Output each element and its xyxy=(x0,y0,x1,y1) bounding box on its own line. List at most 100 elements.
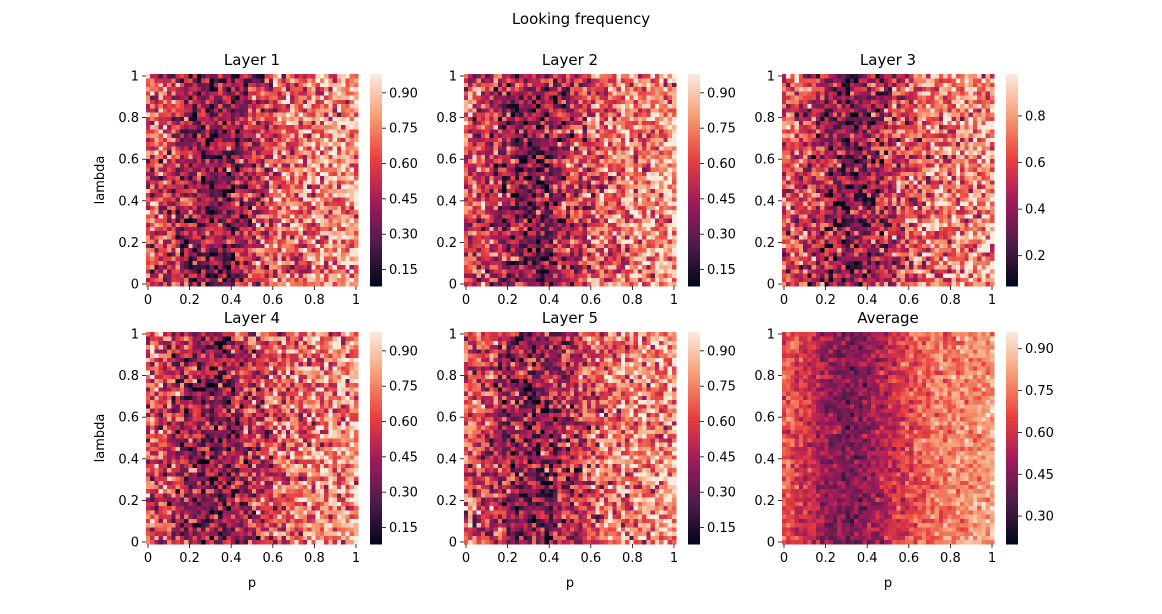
heatmap-cell xyxy=(591,107,596,113)
heatmap-cell xyxy=(561,230,567,236)
heatmap-cell xyxy=(531,201,537,206)
heatmap-cell xyxy=(608,175,613,181)
colorbar-segment xyxy=(370,252,382,255)
heatmap-cell xyxy=(154,188,160,194)
heatmap-cell xyxy=(239,112,244,117)
heatmap-cell xyxy=(544,192,550,198)
heatmap-cell xyxy=(586,90,592,96)
heatmap-cell xyxy=(264,116,270,121)
heatmap-cell xyxy=(510,184,516,189)
heatmap-cell xyxy=(201,95,206,100)
heatmap-cell xyxy=(162,150,168,155)
heatmap-cell xyxy=(591,137,596,143)
heatmap-cell xyxy=(235,226,240,232)
heatmap-cell xyxy=(290,247,295,253)
heatmap-cell xyxy=(235,150,240,155)
heatmap-cell xyxy=(650,175,656,181)
heatmap-cell xyxy=(239,90,244,96)
heatmap-cell xyxy=(353,222,359,227)
heatmap-cell xyxy=(336,120,342,126)
heatmap-cell xyxy=(671,129,677,134)
heatmap-cell xyxy=(218,78,223,83)
heatmap-cell xyxy=(349,116,355,121)
heatmap-cell xyxy=(506,239,511,244)
heatmap-cell xyxy=(510,103,516,109)
heatmap-cell xyxy=(519,150,524,155)
heatmap-cell xyxy=(260,180,266,185)
heatmap-cell xyxy=(230,235,236,240)
heatmap-cell xyxy=(608,247,613,253)
heatmap-cell xyxy=(307,269,312,274)
heatmap-cell xyxy=(205,129,210,134)
heatmap-cell xyxy=(502,167,507,172)
heatmap-cell xyxy=(603,269,609,274)
heatmap-cell xyxy=(553,264,558,270)
heatmap-cell xyxy=(188,264,193,270)
heatmap-cell xyxy=(146,188,151,194)
heatmap-cell xyxy=(502,256,507,261)
heatmap-cell xyxy=(574,273,579,278)
heatmap-cell xyxy=(281,247,287,253)
heatmap-cell xyxy=(175,243,181,249)
heatmap-cell xyxy=(336,247,342,253)
heatmap-cell xyxy=(523,171,528,177)
heatmap-cell xyxy=(146,103,151,109)
heatmap-cell xyxy=(502,264,507,270)
heatmap-cell xyxy=(184,196,189,202)
heatmap-cell xyxy=(196,175,202,181)
heatmap-cell xyxy=(485,273,490,278)
heatmap-cell xyxy=(154,103,160,109)
heatmap-cell xyxy=(519,154,524,160)
heatmap-cell xyxy=(273,239,278,244)
heatmap-cell xyxy=(239,273,244,278)
heatmap-cell xyxy=(353,247,359,253)
heatmap-cell xyxy=(620,277,626,283)
heatmap-cell xyxy=(663,120,668,126)
heatmap-cell xyxy=(642,239,647,244)
heatmap-cell xyxy=(264,184,270,189)
heatmap-cell xyxy=(464,137,469,143)
heatmap-cell xyxy=(201,86,206,92)
heatmap-cell xyxy=(277,205,283,211)
heatmap-cell xyxy=(158,235,164,240)
heatmap-cell xyxy=(582,133,588,138)
heatmap-cell xyxy=(502,129,507,134)
heatmap-cell xyxy=(239,269,244,274)
heatmap-cell xyxy=(599,175,605,181)
heatmap-cell xyxy=(599,277,605,283)
heatmap-cell xyxy=(277,184,283,189)
heatmap-cell xyxy=(595,252,601,257)
heatmap-cell xyxy=(252,260,257,266)
heatmap-cell xyxy=(586,235,592,240)
heatmap-cell xyxy=(544,260,550,266)
heatmap-cell xyxy=(667,137,673,143)
heatmap-cell xyxy=(578,269,584,274)
heatmap-cell xyxy=(247,180,253,185)
heatmap-cell xyxy=(205,260,210,266)
heatmap-cell xyxy=(663,205,668,211)
heatmap-cell xyxy=(273,99,278,105)
heatmap-cell xyxy=(324,243,329,249)
heatmap-cell xyxy=(188,95,193,100)
heatmap-cell xyxy=(150,167,155,172)
heatmap-cell xyxy=(252,205,257,211)
heatmap-cell xyxy=(213,107,219,113)
heatmap-cell xyxy=(540,260,545,266)
heatmap-cell xyxy=(633,146,639,151)
heatmap-cell xyxy=(154,137,160,143)
heatmap-cell xyxy=(561,120,567,126)
heatmap-cell xyxy=(205,103,210,109)
heatmap-cell xyxy=(493,107,499,113)
heatmap-cell xyxy=(196,243,202,249)
heatmap-cell xyxy=(226,158,232,164)
heatmap-cell xyxy=(154,90,160,96)
heatmap-cell xyxy=(489,205,495,211)
heatmap-cell xyxy=(243,281,249,287)
heatmap-cell xyxy=(616,281,622,287)
colorbar-segment xyxy=(370,190,382,194)
heatmap-cell xyxy=(586,107,592,113)
heatmap-cell xyxy=(574,192,579,198)
heatmap-cell xyxy=(341,133,346,138)
heatmap-cell xyxy=(222,247,227,253)
heatmap-cell xyxy=(290,124,295,130)
